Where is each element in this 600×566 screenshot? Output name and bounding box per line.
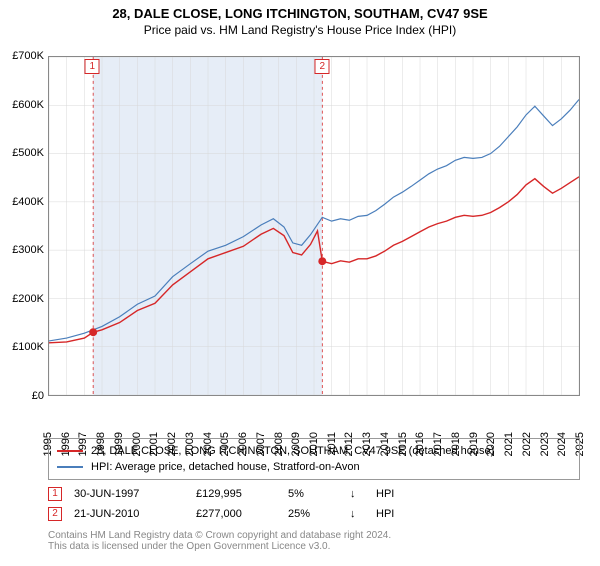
chart-svg [49,57,579,395]
event-number-badge: 1 [48,487,62,501]
y-tick-label: £400K [12,196,44,208]
footer-attribution: Contains HM Land Registry data © Crown c… [48,530,580,552]
y-tick-label: £100K [12,341,44,353]
legend-row: HPI: Average price, detached house, Stra… [57,459,571,475]
legend-swatch [57,466,83,468]
event-dot-2 [318,257,326,265]
y-tick-label: £0 [32,390,44,402]
event-diff: 25% [288,508,338,520]
event-diff: 5% [288,488,338,500]
event-ref: HPI [376,488,394,500]
y-tick-label: £700K [12,50,44,62]
arrow-down-icon: ↓ [350,488,364,500]
legend: 28, DALE CLOSE, LONG ITCHINGTON, SOUTHAM… [48,438,580,480]
legend-label: 28, DALE CLOSE, LONG ITCHINGTON, SOUTHAM… [91,445,494,457]
chart-title: 28, DALE CLOSE, LONG ITCHINGTON, SOUTHAM… [0,6,600,21]
event-number-badge: 2 [48,507,62,521]
y-tick-label: £500K [12,147,44,159]
event-marker-2: 2 [315,59,330,74]
y-tick-label: £200K [12,293,44,305]
footer-line-2: This data is licensed under the Open Gov… [48,541,580,552]
event-dot-1 [89,328,97,336]
legend-swatch [57,450,83,452]
event-price: £277,000 [196,508,276,520]
event-marker-1: 1 [85,59,100,74]
legend-label: HPI: Average price, detached house, Stra… [91,461,360,473]
event-table: 1 30-JUN-1997 £129,995 5% ↓ HPI 2 21-JUN-2010 £2… [48,484,580,524]
y-tick-label: £600K [12,99,44,111]
event-price: £129,995 [196,488,276,500]
legend-row: 28, DALE CLOSE, LONG ITCHINGTON, SOUTHAM… [57,443,571,459]
event-date: 30-JUN-1997 [74,488,184,500]
event-date: 21-JUN-2010 [74,508,184,520]
chart-plot-area [48,56,580,396]
chart-container: 28, DALE CLOSE, LONG ITCHINGTON, SOUTHAM… [0,6,600,566]
footer-line-1: Contains HM Land Registry data © Crown c… [48,530,580,541]
chart-subtitle: Price paid vs. HM Land Registry's House … [0,23,600,37]
event-ref: HPI [376,508,394,520]
y-tick-label: £300K [12,244,44,256]
event-row: 2 21-JUN-2010 £277,000 25% ↓ HPI [48,504,580,524]
event-row: 1 30-JUN-1997 £129,995 5% ↓ HPI [48,484,580,504]
arrow-down-icon: ↓ [350,508,364,520]
